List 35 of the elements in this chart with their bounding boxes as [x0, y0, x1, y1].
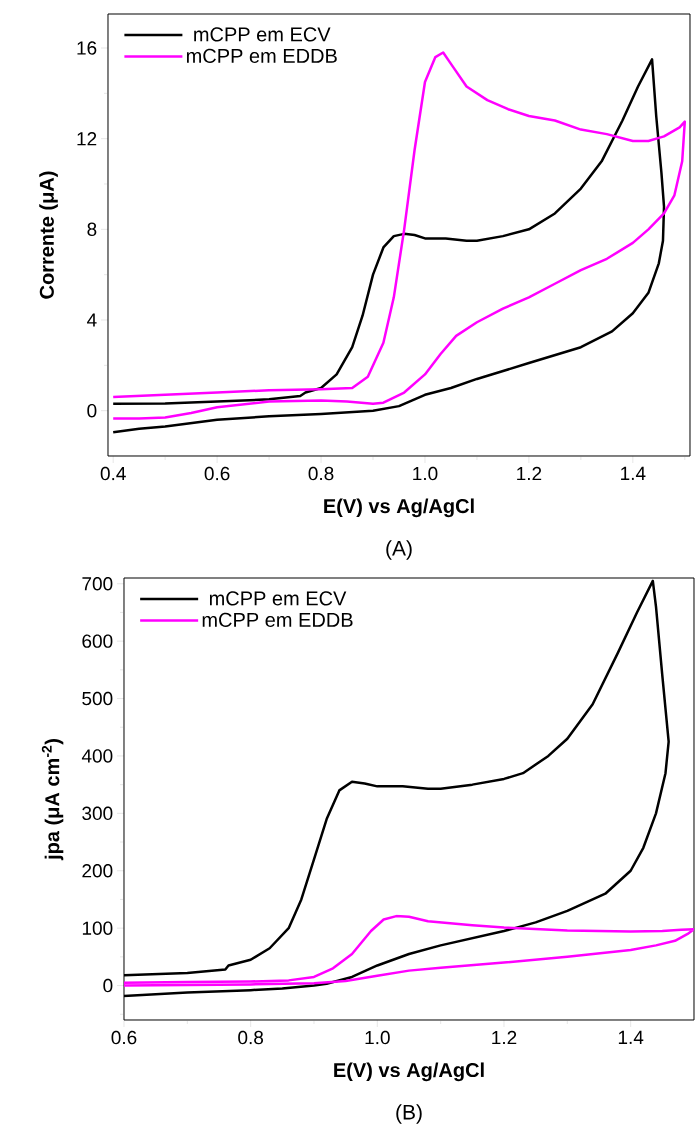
x-tick-label: 0.6 — [204, 466, 230, 481]
y-tick-label: 4 — [87, 313, 97, 327]
y-tick-label: 12 — [77, 132, 97, 146]
legend-label: mCPP em ECV — [209, 591, 347, 606]
x-tick-label: 1.0 — [365, 1030, 390, 1045]
y-tick-label: 300 — [82, 806, 113, 821]
legend-label: mCPP em EDDB — [202, 612, 353, 627]
y-tick-label: 500 — [82, 691, 113, 706]
x-tick-label: 0.8 — [238, 1030, 264, 1045]
legend-label: mCPP em ECV — [194, 27, 331, 42]
x-tick-label: 0.6 — [111, 1030, 137, 1045]
x-tick-label: 1.4 — [618, 1030, 644, 1044]
y-tick-label: 100 — [82, 921, 113, 935]
y-tick-label: 0 — [103, 978, 113, 993]
x-axis-title: E(V) vs Ag/AgCl — [334, 1062, 484, 1082]
x-tick-label: 1.4 — [621, 466, 646, 480]
line-series — [124, 914, 694, 987]
legend-label: mCPP em EDDB — [186, 48, 337, 63]
x-tick-label: 1.2 — [517, 466, 542, 481]
text: (B) — [396, 1104, 422, 1124]
x-tick-label: 0.4 — [100, 466, 126, 481]
y-tick-label: 600 — [82, 634, 113, 648]
y-tick-label: 8 — [87, 222, 97, 237]
y-tick-label: 700 — [82, 577, 113, 591]
text: (A) — [386, 540, 412, 560]
y-tick-label: 0 — [87, 403, 97, 418]
y-axis-title: Corrente (μA) — [39, 171, 58, 299]
y-tick-label: 16 — [77, 41, 97, 55]
x-tick-label: 1.0 — [413, 466, 438, 481]
y-axis-title: jpa (μA cm$^{-2}$) — [41, 739, 64, 861]
x-tick-label: 1.2 — [492, 1030, 517, 1045]
y-tick-label: 200 — [82, 864, 113, 878]
x-axis-title: E(V) vs Ag/AgCl — [324, 498, 474, 518]
y-tick-label: 400 — [81, 749, 113, 763]
x-tick-label: 0.8 — [308, 466, 334, 481]
